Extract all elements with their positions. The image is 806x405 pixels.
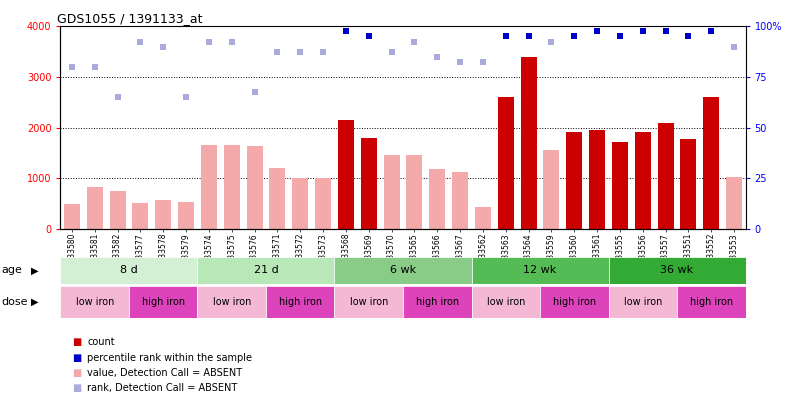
Bar [704, 97, 719, 229]
Bar [658, 123, 674, 229]
Bar [452, 172, 468, 229]
Bar [178, 202, 194, 229]
Bar [224, 145, 239, 229]
Bar [403, 286, 472, 318]
Bar [609, 286, 677, 318]
Bar [540, 286, 609, 318]
Text: ▶: ▶ [31, 297, 38, 307]
Bar [197, 286, 266, 318]
Bar [589, 130, 605, 229]
Text: dose: dose [2, 297, 28, 307]
Bar [384, 156, 400, 229]
Bar [472, 257, 609, 284]
Bar [132, 203, 148, 229]
Bar [498, 97, 513, 229]
Bar [201, 145, 217, 229]
Bar [430, 169, 445, 229]
Bar [406, 156, 422, 229]
Text: high iron: high iron [416, 297, 459, 307]
Text: percentile rank within the sample: percentile rank within the sample [87, 353, 252, 362]
Bar [247, 146, 263, 229]
Bar [315, 178, 331, 229]
Bar [521, 57, 537, 229]
Text: ■: ■ [73, 368, 81, 378]
Text: count: count [87, 337, 114, 347]
Text: low iron: low iron [487, 297, 525, 307]
Bar [64, 204, 80, 229]
Bar [293, 178, 308, 229]
Bar [197, 257, 334, 284]
Bar [635, 132, 650, 229]
Bar [334, 286, 403, 318]
Bar [567, 132, 582, 229]
Text: high iron: high iron [690, 297, 733, 307]
Bar [361, 138, 376, 229]
Text: high iron: high iron [279, 297, 322, 307]
Bar [472, 286, 540, 318]
Bar [156, 200, 171, 229]
Text: low iron: low iron [76, 297, 114, 307]
Text: age: age [2, 265, 23, 275]
Text: high iron: high iron [142, 297, 185, 307]
Bar [60, 257, 197, 284]
Bar [338, 120, 354, 229]
Text: 8 d: 8 d [120, 265, 138, 275]
Text: value, Detection Call = ABSENT: value, Detection Call = ABSENT [87, 368, 242, 378]
Text: rank, Detection Call = ABSENT: rank, Detection Call = ABSENT [87, 384, 237, 393]
Bar [269, 168, 285, 229]
Bar [129, 286, 197, 318]
Bar [726, 177, 742, 229]
Text: high iron: high iron [553, 297, 596, 307]
Bar [266, 286, 334, 318]
Bar [677, 286, 746, 318]
Bar [334, 257, 472, 284]
Text: ■: ■ [73, 337, 81, 347]
Text: GDS1055 / 1391133_at: GDS1055 / 1391133_at [57, 12, 202, 25]
Bar [680, 139, 696, 229]
Text: 6 wk: 6 wk [390, 265, 416, 275]
Bar [110, 191, 126, 229]
Bar [87, 187, 102, 229]
Text: 12 wk: 12 wk [523, 265, 557, 275]
Text: ■: ■ [73, 353, 81, 362]
Text: low iron: low iron [213, 297, 251, 307]
Bar [60, 286, 129, 318]
Text: ▶: ▶ [31, 265, 38, 275]
Bar [543, 150, 559, 229]
Text: low iron: low iron [624, 297, 662, 307]
Text: low iron: low iron [350, 297, 388, 307]
Bar [475, 207, 491, 229]
Text: ■: ■ [73, 384, 81, 393]
Text: 36 wk: 36 wk [660, 265, 694, 275]
Bar [609, 257, 746, 284]
Text: 21 d: 21 d [254, 265, 278, 275]
Bar [612, 142, 628, 229]
